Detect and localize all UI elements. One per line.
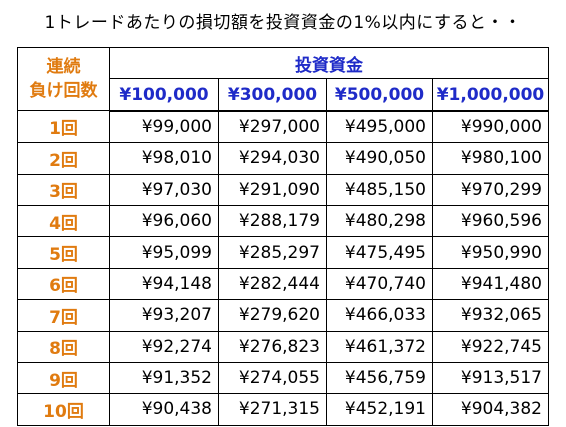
- remaining-capital-cell: ¥276,823: [218, 330, 327, 363]
- remaining-capital-cell: ¥285,297: [218, 236, 327, 269]
- remaining-capital-cell: ¥960,596: [432, 204, 549, 238]
- remaining-capital-cell: ¥90,438: [109, 393, 219, 426]
- loss-count-label: 5回: [17, 236, 110, 269]
- table-row: 9回 ¥91,352 ¥274,055 ¥456,759 ¥913,517: [17, 361, 549, 395]
- remaining-capital-cell: ¥495,000: [326, 110, 433, 144]
- remaining-capital-cell: ¥279,620: [218, 299, 327, 332]
- remaining-capital-cell: ¥941,480: [432, 267, 549, 301]
- remaining-capital-cell: ¥99,000: [109, 110, 219, 144]
- remaining-capital-cell: ¥288,179: [218, 204, 327, 238]
- remaining-capital-cell: ¥93,207: [109, 299, 219, 332]
- corner-line-2: 負け回数: [29, 81, 98, 102]
- remaining-capital-cell: ¥990,000: [432, 110, 549, 144]
- page-title: 1トレードあたりの損切額を投資資金の1%以内にすると・・: [44, 13, 522, 33]
- loss-count-label: 3回: [17, 173, 110, 206]
- loss-count-label: 9回: [17, 361, 110, 395]
- loss-count-label: 7回: [17, 299, 110, 332]
- remaining-capital-cell: ¥95,099: [109, 236, 219, 269]
- remaining-capital-cell: ¥98,010: [109, 142, 219, 175]
- remaining-capital-cell: ¥91,352: [109, 361, 219, 395]
- remaining-capital-cell: ¥466,033: [326, 299, 433, 332]
- corner-line-1: 連続: [46, 57, 81, 78]
- remaining-capital-cell: ¥922,745: [432, 330, 549, 363]
- remaining-capital-cell: ¥475,495: [326, 236, 433, 269]
- table-row: 5回 ¥95,099 ¥285,297 ¥475,495 ¥950,990: [17, 236, 549, 269]
- capital-header-1m: ¥1,000,000: [432, 78, 549, 112]
- capital-header-100k: ¥100,000: [109, 78, 219, 112]
- remaining-capital-cell: ¥271,315: [218, 393, 327, 426]
- table-row: 8回 ¥92,274 ¥276,823 ¥461,372 ¥922,745: [17, 330, 549, 363]
- loss-count-label: 4回: [17, 204, 110, 238]
- table-row: 7回 ¥93,207 ¥279,620 ¥466,033 ¥932,065: [17, 299, 549, 332]
- remaining-capital-cell: ¥485,150: [326, 173, 433, 206]
- table-row: 2回 ¥98,010 ¥294,030 ¥490,050 ¥980,100: [17, 142, 549, 175]
- remaining-capital-cell: ¥274,055: [218, 361, 327, 395]
- remaining-capital-cell: ¥96,060: [109, 204, 219, 238]
- table-row: 10回 ¥90,438 ¥271,315 ¥452,191 ¥904,382: [17, 393, 549, 426]
- capital-group-header: 投資資金: [109, 46, 549, 80]
- loss-count-label: 8回: [17, 330, 110, 363]
- remaining-capital-cell: ¥461,372: [326, 330, 433, 363]
- consecutive-losses-header: 連続 負け回数: [17, 46, 110, 112]
- table-row: 4回 ¥96,060 ¥288,179 ¥480,298 ¥960,596: [17, 204, 549, 238]
- table-row: 1回 ¥99,000 ¥297,000 ¥495,000 ¥990,000: [17, 110, 549, 144]
- remaining-capital-cell: ¥950,990: [432, 236, 549, 269]
- remaining-capital-cell: ¥297,000: [218, 110, 327, 144]
- remaining-capital-cell: ¥470,740: [326, 267, 433, 301]
- remaining-capital-cell: ¥970,299: [432, 173, 549, 206]
- remaining-capital-cell: ¥456,759: [326, 361, 433, 395]
- remaining-capital-cell: ¥282,444: [218, 267, 327, 301]
- loss-count-label: 2回: [17, 142, 110, 175]
- loss-count-label: 6回: [17, 267, 110, 301]
- remaining-capital-cell: ¥294,030: [218, 142, 327, 175]
- remaining-capital-cell: ¥452,191: [326, 393, 433, 426]
- remaining-capital-cell: ¥913,517: [432, 361, 549, 395]
- capital-header-300k: ¥300,000: [218, 78, 327, 112]
- remaining-capital-cell: ¥490,050: [326, 142, 433, 175]
- remaining-capital-cell: ¥480,298: [326, 204, 433, 238]
- loss-count-label: 10回: [17, 393, 110, 426]
- remaining-capital-cell: ¥932,065: [432, 299, 549, 332]
- capital-header-500k: ¥500,000: [326, 78, 433, 112]
- remaining-capital-cell: ¥94,148: [109, 267, 219, 301]
- table-row: 6回 ¥94,148 ¥282,444 ¥470,740 ¥941,480: [17, 267, 549, 301]
- loss-table: 連続 負け回数 投資資金 ¥100,000 ¥300,000 ¥500,000 …: [17, 46, 549, 426]
- remaining-capital-cell: ¥92,274: [109, 330, 219, 363]
- table-row: 3回 ¥97,030 ¥291,090 ¥485,150 ¥970,299: [17, 173, 549, 206]
- remaining-capital-cell: ¥291,090: [218, 173, 327, 206]
- remaining-capital-cell: ¥904,382: [432, 393, 549, 426]
- remaining-capital-cell: ¥97,030: [109, 173, 219, 206]
- loss-count-label: 1回: [17, 110, 110, 144]
- remaining-capital-cell: ¥980,100: [432, 142, 549, 175]
